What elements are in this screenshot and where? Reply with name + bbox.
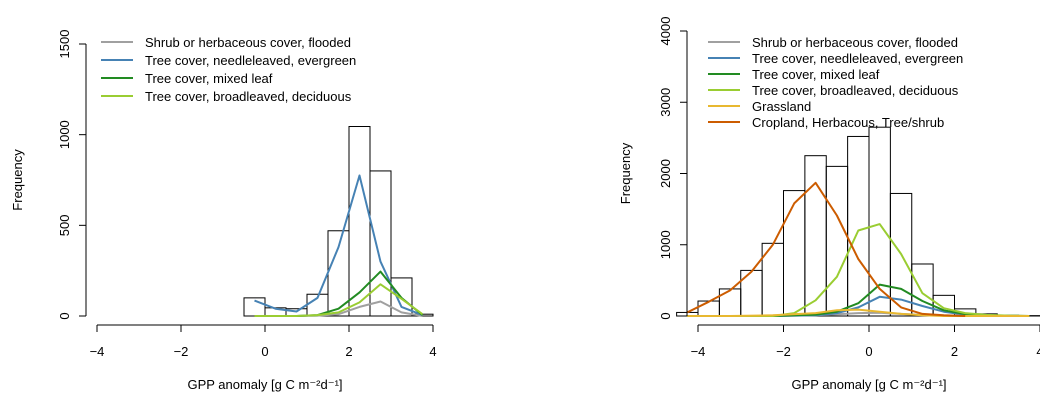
left-panel: 0 500 1000 1500 −4 −2 0 2 4 Frequency GPP anomaly …	[10, 30, 437, 392]
series-line	[686, 181, 966, 317]
histogram-bar	[369, 170, 392, 317]
x-tick-label: −4	[691, 344, 706, 359]
legend-label: Tree cover, needleleaved, evergreen	[752, 51, 963, 66]
right-panel: 0 1000 2000 3000 4000 −4 −2 0 2 4 Frequency GPP ano…	[618, 17, 1040, 392]
series-line	[254, 174, 423, 317]
x-tick-label: −2	[174, 344, 189, 359]
y-tick-label: 4000	[658, 17, 673, 46]
histogram-bar	[783, 190, 806, 317]
y-tick-label: 0	[57, 312, 72, 319]
histogram-bar	[697, 300, 720, 317]
y-tick-label: 3000	[658, 88, 673, 117]
y-axis-label: Frequency	[618, 142, 633, 204]
x-axis-label: GPP anomaly [g C m⁻²d⁻¹]	[187, 377, 342, 392]
x-tick-label: 4	[1036, 344, 1040, 359]
legend-label: Grassland	[752, 99, 811, 114]
histogram-bar	[348, 126, 371, 317]
y-tick-label: 2000	[658, 159, 673, 188]
y-tick-label: 0	[658, 312, 673, 319]
histogram-bar	[825, 165, 849, 317]
x-tick-label: −4	[90, 344, 105, 359]
histogram-bar	[243, 297, 266, 317]
legend-label: Shrub or herbaceous cover, flooded	[752, 35, 958, 50]
x-tick-label: 0	[865, 344, 872, 359]
histogram-bar	[390, 277, 413, 317]
x-axis-label: GPP anomaly [g C m⁻²d⁻¹]	[791, 377, 946, 392]
legend-label: Tree cover, mixed leaf	[752, 67, 880, 82]
x-tick-label: 0	[261, 344, 268, 359]
legend-label: Tree cover, mixed leaf	[145, 71, 273, 86]
y-axis-label: Frequency	[10, 149, 25, 211]
y-tick-label: 1000	[57, 120, 72, 149]
x-tick-label: 2	[345, 344, 352, 359]
histogram-bar	[718, 288, 742, 317]
series-line	[254, 283, 424, 317]
x-tick-label: −2	[776, 344, 791, 359]
histogram-bar	[847, 135, 870, 317]
y-tick-label: 1000	[658, 230, 673, 259]
x-tick-label: 4	[429, 344, 436, 359]
series-line	[687, 283, 1030, 317]
x-tick-label: 2	[951, 344, 958, 359]
legend-label: Tree cover, needleleaved, evergreen	[145, 53, 356, 68]
legend-label: Tree cover, broadleaved, deciduous	[752, 83, 959, 98]
histogram-bar	[889, 192, 913, 317]
legend-label: Tree cover, broadleaved, deciduous	[145, 89, 352, 104]
y-tick-label: 1500	[57, 30, 72, 59]
legend-label: Cropland, Herbacous, Tree/shrub	[752, 115, 944, 130]
legend-label: Shrub or herbaceous cover, flooded	[145, 35, 351, 50]
y-tick-label: 500	[57, 214, 72, 236]
